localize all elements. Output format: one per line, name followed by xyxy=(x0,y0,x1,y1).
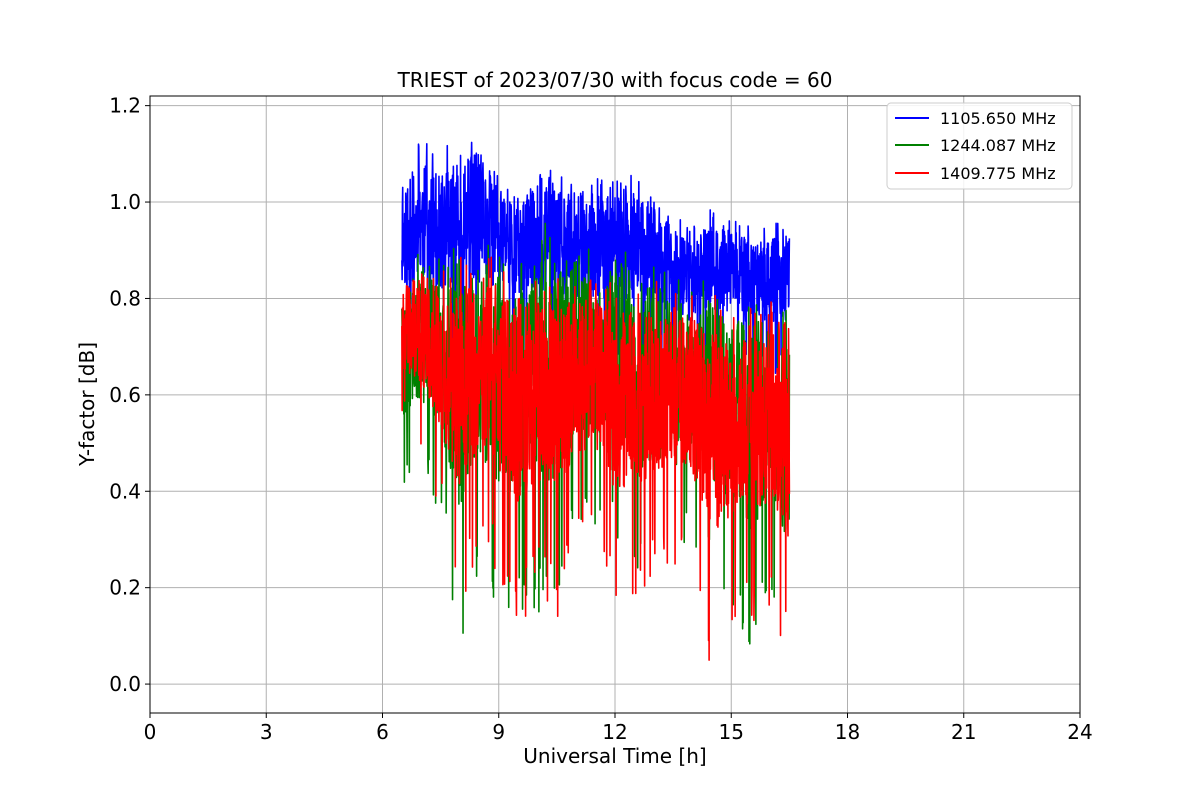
x-tick-label: 15 xyxy=(719,720,744,744)
ticks: 0 3 6 9 12 15 18 21 24 0.0 0.2 0.4 0.6 0.8 1.0 1.2 xyxy=(109,94,1093,744)
x-tick-label: 18 xyxy=(835,720,860,744)
legend: 1105.650 MHz 1244.087 MHz 1409.775 MHz xyxy=(886,102,1073,190)
x-tick-label: 6 xyxy=(376,720,389,744)
y-tick-label: 1.0 xyxy=(109,190,141,214)
series-line-1409 xyxy=(401,256,791,661)
y-tick-label: 0.6 xyxy=(109,383,141,407)
legend-label-1409: 1409.775 MHz xyxy=(940,164,1056,183)
legend-label-1244: 1244.087 MHz xyxy=(940,136,1056,155)
x-tick-label: 24 xyxy=(1067,720,1092,744)
y-tick-label: 0.8 xyxy=(109,286,141,310)
chart-title: TRIEST of 2023/07/30 with focus code = 6… xyxy=(397,68,833,92)
y-tick-label: 0.2 xyxy=(109,576,141,600)
y-tick-label: 0.0 xyxy=(109,672,141,696)
x-tick-label: 9 xyxy=(492,720,505,744)
y-axis-label: Y-factor [dB] xyxy=(75,342,99,467)
x-tick-label: 0 xyxy=(144,720,157,744)
x-axis-label: Universal Time [h] xyxy=(523,744,706,768)
series-layer xyxy=(401,141,791,661)
x-tick-label: 21 xyxy=(951,720,976,744)
legend-box xyxy=(886,102,1073,190)
legend-label-1105: 1105.650 MHz xyxy=(940,109,1056,128)
y-tick-label: 0.4 xyxy=(109,479,141,503)
x-tick-label: 3 xyxy=(260,720,273,744)
y-tick-label: 1.2 xyxy=(109,94,141,118)
x-tick-label: 12 xyxy=(602,720,627,744)
series-line-1105 xyxy=(401,141,791,375)
